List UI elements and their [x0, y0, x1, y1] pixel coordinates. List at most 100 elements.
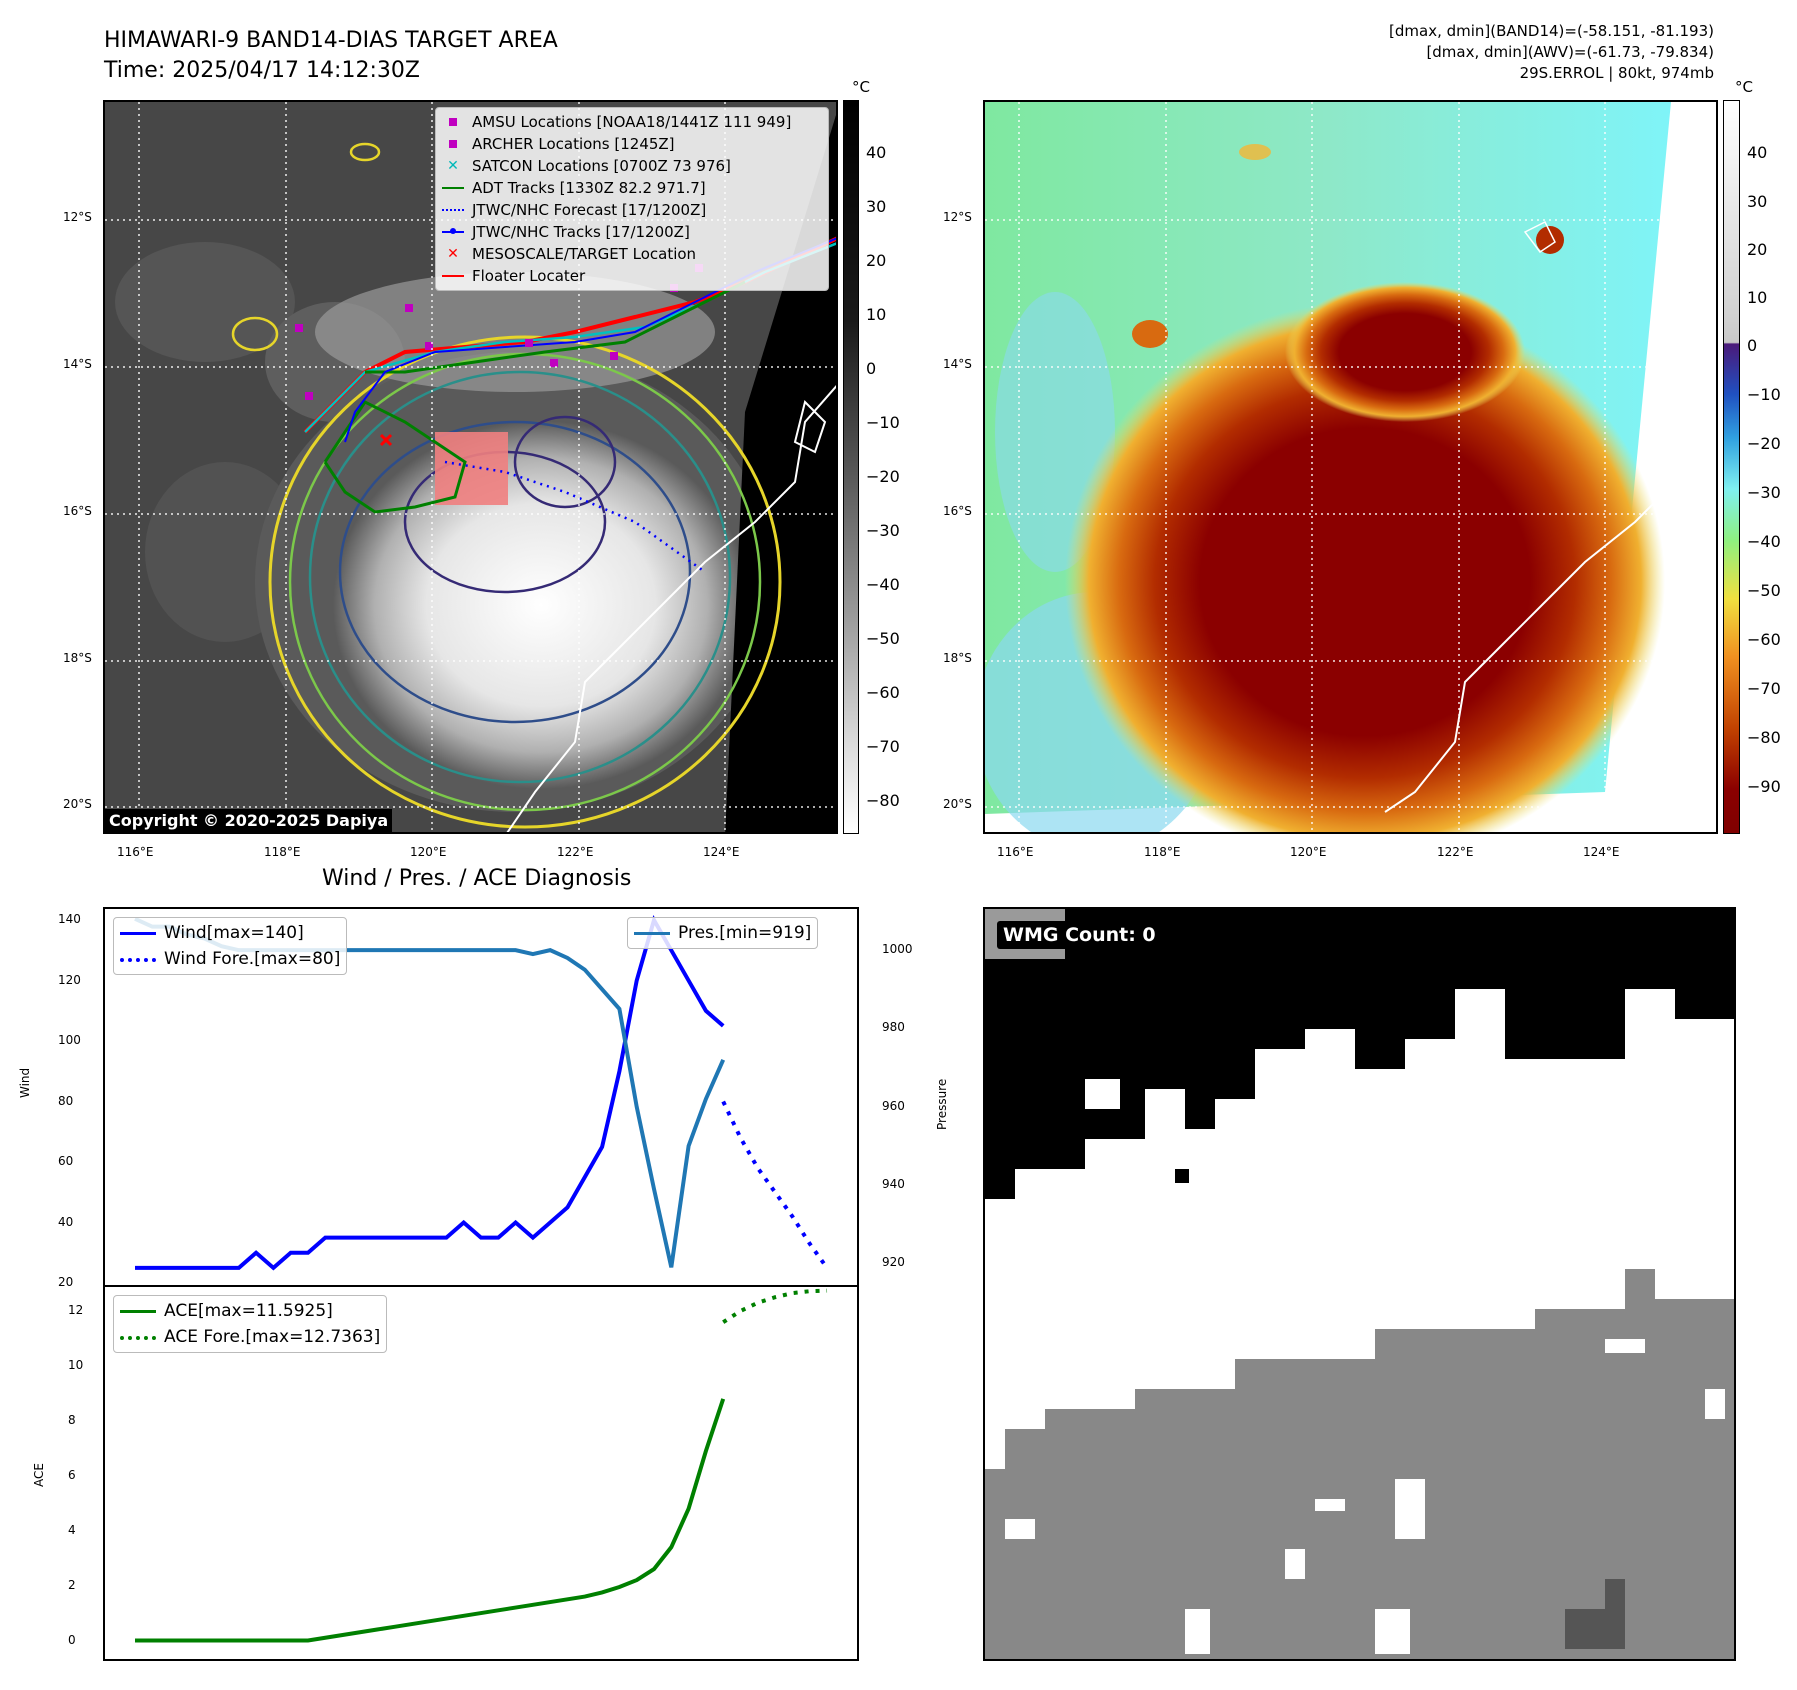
ace-svg [135, 1288, 828, 1643]
lon-label: 120°E [410, 845, 447, 859]
legend-item: Wind Fore.[max=80] [114, 946, 346, 972]
legend-item: ✕ SATCON Locations [0700Z 73 976] [436, 155, 828, 177]
lat-label: 16°S [63, 504, 92, 518]
ace-tick: 2 [68, 1577, 76, 1592]
wind-tick: 80 [58, 1093, 74, 1108]
colorbar-tick: 0 [866, 359, 877, 378]
lon-label: 124°E [703, 845, 740, 859]
timestamp: Time: 2025/04/17 14:12:30Z [104, 58, 420, 83]
legend-label: ACE Fore.[max=12.7363] [164, 1327, 381, 1347]
colorbar-tick: 40 [866, 143, 887, 162]
line-icon [634, 927, 670, 939]
line-dot-icon [442, 226, 464, 238]
legend-item: Pres.[min=919] [628, 920, 817, 946]
square-marker-icon [442, 116, 464, 128]
colorbar-tick: −30 [866, 521, 900, 540]
colorbar-tick: 10 [866, 305, 887, 324]
colorbar-tick: 20 [1747, 240, 1768, 259]
colorbar-tick: −30 [1747, 483, 1781, 502]
pressure-legend: Pres.[min=919] [627, 917, 819, 949]
legend-label: ARCHER Locations [1245Z] [472, 135, 675, 153]
map-legend: AMSU Locations [NOAA18/1441Z 111 949] AR… [435, 107, 829, 291]
ace-ylabel: ACE [32, 1463, 46, 1487]
colorbar-tick: −70 [1747, 679, 1781, 698]
stats-awv: [dmax, dmin](AWV)=(-61.73, -79.834) [1426, 43, 1714, 61]
colorbar-gray [843, 100, 859, 834]
stats-band14: [dmax, dmin](BAND14)=(-58.151, -81.193) [1389, 22, 1714, 40]
line-icon [442, 270, 464, 282]
ace-tick: 8 [68, 1412, 76, 1427]
legend-item: ACE[max=11.5925] [114, 1298, 386, 1324]
pressure-tick: 980 [882, 1020, 905, 1035]
colorbar-tick: 40 [1747, 143, 1768, 162]
ir-map-right-svg [985, 102, 1716, 832]
wind-tick: 140 [58, 912, 81, 927]
legend-label: MESOSCALE/TARGET Location [472, 245, 697, 263]
lat-label: 12°S [63, 210, 92, 224]
legend-label: Wind Fore.[max=80] [164, 949, 341, 969]
legend-item: ADT Tracks [1330Z 82.2 971.7] [436, 177, 828, 199]
colorbar-tick: −60 [866, 683, 900, 702]
lon-label: 118°E [1144, 845, 1181, 859]
lon-label: 116°E [117, 845, 154, 859]
series-line-1 [721, 1100, 829, 1270]
colorbar-tick: −40 [866, 575, 900, 594]
colorbar-tick: −70 [866, 737, 900, 756]
colorbar-tick: 0 [1747, 336, 1758, 355]
x-marker-icon: ✕ [447, 246, 459, 262]
colorbar-unit-left: °C [852, 78, 870, 96]
ace-tick: 10 [68, 1357, 84, 1372]
legend-item: ACE Fore.[max=12.7363] [114, 1324, 386, 1350]
ace-tick: 4 [68, 1522, 76, 1537]
diagnosis-title: Wind / Pres. / ACE Diagnosis [322, 866, 632, 891]
lat-label: 18°S [63, 651, 92, 665]
wind-tick: 40 [58, 1214, 74, 1229]
legend-label: Floater Locater [472, 267, 586, 285]
dotted-line-icon [120, 953, 156, 965]
copyright: Copyright © 2020-2025 Dapiya [105, 809, 393, 832]
legend-item: JTWC/NHC Tracks [17/1200Z] [436, 221, 828, 243]
wind-tick: 20 [58, 1275, 74, 1289]
pressure-ylabel: Pressure [935, 1078, 949, 1130]
legend-item: ✕ MESOSCALE/TARGET Location [436, 243, 828, 265]
lat-label: 18°S [943, 651, 972, 665]
lon-label: 124°E [1583, 845, 1620, 859]
legend-label: AMSU Locations [NOAA18/1441Z 111 949] [472, 113, 792, 131]
lat-label: 20°S [943, 797, 972, 811]
legend-item: ARCHER Locations [1245Z] [436, 133, 828, 155]
colorbar-tick: −20 [866, 467, 900, 486]
colorbar-tick: −10 [1747, 385, 1781, 404]
colorbar-color [1723, 100, 1740, 834]
legend-label: JTWC/NHC Tracks [17/1200Z] [472, 223, 690, 241]
colorbar-tick: −50 [1747, 581, 1781, 600]
ace-chart [103, 1285, 859, 1661]
wind-legend: Wind[max=140] Wind Fore.[max=80] [113, 917, 348, 975]
lon-label: 116°E [997, 845, 1034, 859]
legend-item: JTWC/NHC Forecast [17/1200Z] [436, 199, 828, 221]
square-marker-icon [442, 138, 464, 150]
line-icon [442, 182, 464, 194]
legend-label: ACE[max=11.5925] [164, 1301, 333, 1321]
legend-item: AMSU Locations [NOAA18/1441Z 111 949] [436, 111, 828, 133]
lon-label: 122°E [1437, 845, 1474, 859]
pressure-tick: 1000 [882, 942, 913, 957]
wind-tick: 120 [58, 972, 81, 987]
storm-info: 29S.ERROL | 80kt, 974mb [1519, 64, 1714, 82]
colorbar-tick: −40 [1747, 532, 1781, 551]
main-title: HIMAWARI-9 BAND14-DIAS TARGET AREA [104, 28, 558, 53]
ace-legend: ACE[max=11.5925] ACE Fore.[max=12.7363] [113, 1295, 388, 1353]
wmg-panel: WMG Count: 0 [983, 907, 1736, 1661]
colorbar-tick: −90 [1747, 777, 1781, 796]
pressure-tick: 940 [882, 1177, 905, 1192]
ace-series-line-1 [722, 1288, 828, 1324]
colorbar-tick: −80 [1747, 728, 1781, 747]
line-icon [120, 1305, 156, 1317]
wmg-svg [985, 909, 1734, 1659]
dotted-line-icon [442, 204, 464, 216]
legend-label: ADT Tracks [1330Z 82.2 971.7] [472, 179, 706, 197]
lat-label: 14°S [63, 357, 92, 371]
legend-item: Wind[max=140] [114, 920, 346, 946]
ace-series-line-0 [135, 1398, 726, 1643]
colorbar-tick: 30 [866, 197, 887, 216]
colorbar-tick: 20 [866, 251, 887, 270]
